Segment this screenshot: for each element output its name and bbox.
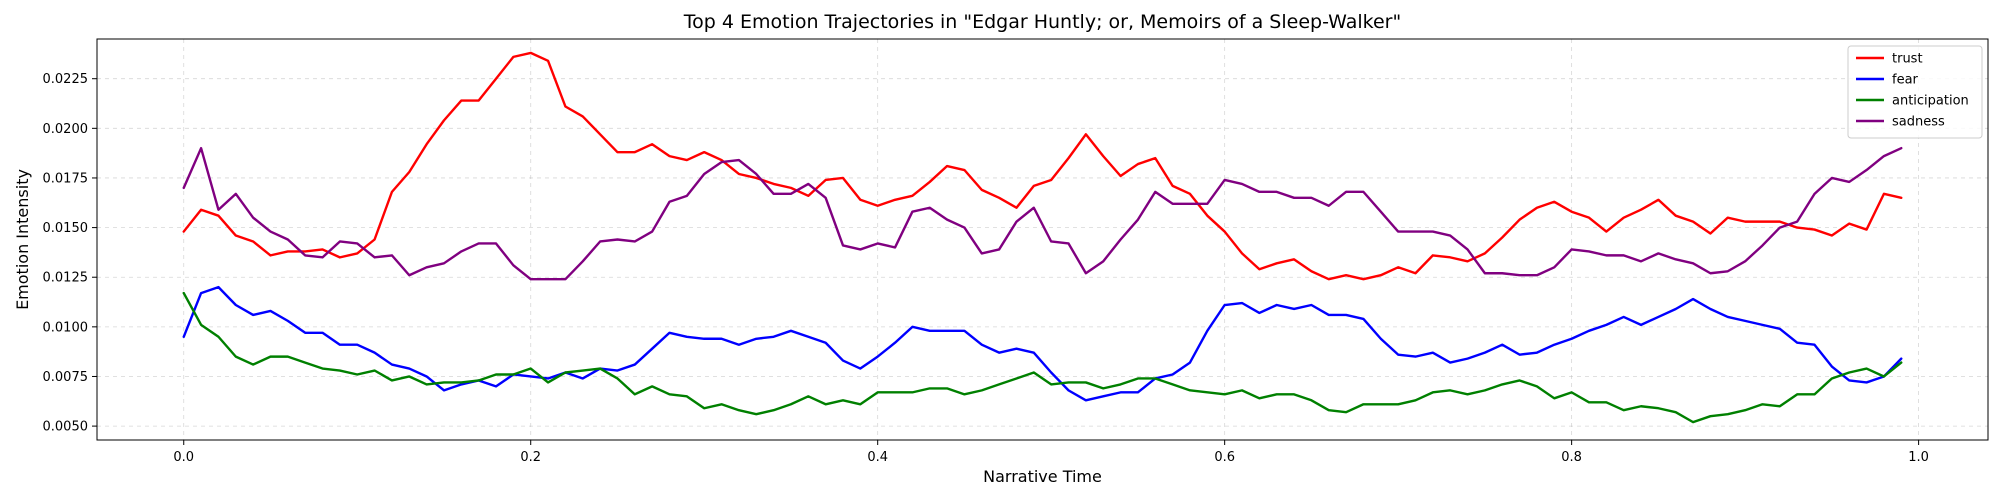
x-tick-label: 0.4 xyxy=(867,450,888,465)
grid-layer xyxy=(97,39,1988,440)
y-tick-label: 0.0100 xyxy=(43,320,89,335)
legend-label-fear: fear xyxy=(1892,73,1919,88)
y-tick-label: 0.0225 xyxy=(43,72,89,87)
plot-frame xyxy=(96,38,1989,441)
y-axis-label: Emotion Intensity xyxy=(13,169,32,310)
x-tick-label: 0.2 xyxy=(520,450,541,465)
series-layer xyxy=(182,51,1903,424)
y-tick-label: 0.0050 xyxy=(43,420,89,435)
series-line-anticipation xyxy=(182,291,1903,424)
y-tick-label: 0.0075 xyxy=(43,370,89,385)
y-tick-label: 0.0150 xyxy=(43,221,89,236)
legend: trust fear anticipation sadness xyxy=(1847,45,1983,139)
series-line-sadness xyxy=(182,146,1903,281)
chart-title: Top 4 Emotion Trajectories in "Edgar Hun… xyxy=(683,11,1402,33)
y-tick-label: 0.0175 xyxy=(43,171,89,186)
tick-layer: 0.0 0.2 0.4 0.6 0.8 1.0 0.0050 0.0075 0.0100 0.01… xyxy=(43,72,1929,465)
legend-label-anticipation: anticipation xyxy=(1892,94,1969,109)
x-tick-label: 0.8 xyxy=(1561,450,1582,465)
x-tick-label: 1.0 xyxy=(1908,450,1929,465)
y-tick-label: 0.0200 xyxy=(43,122,89,137)
series-line-trust xyxy=(182,51,1903,281)
legend-label-trust: trust xyxy=(1892,52,1923,67)
legend-label-sadness: sadness xyxy=(1892,115,1945,130)
x-tick-label: 0.6 xyxy=(1214,450,1235,465)
y-tick-label: 0.0125 xyxy=(43,271,89,286)
x-tick-label: 0.0 xyxy=(173,450,194,465)
x-axis-label: Narrative Time xyxy=(983,467,1102,486)
legend-box xyxy=(1847,45,1983,139)
